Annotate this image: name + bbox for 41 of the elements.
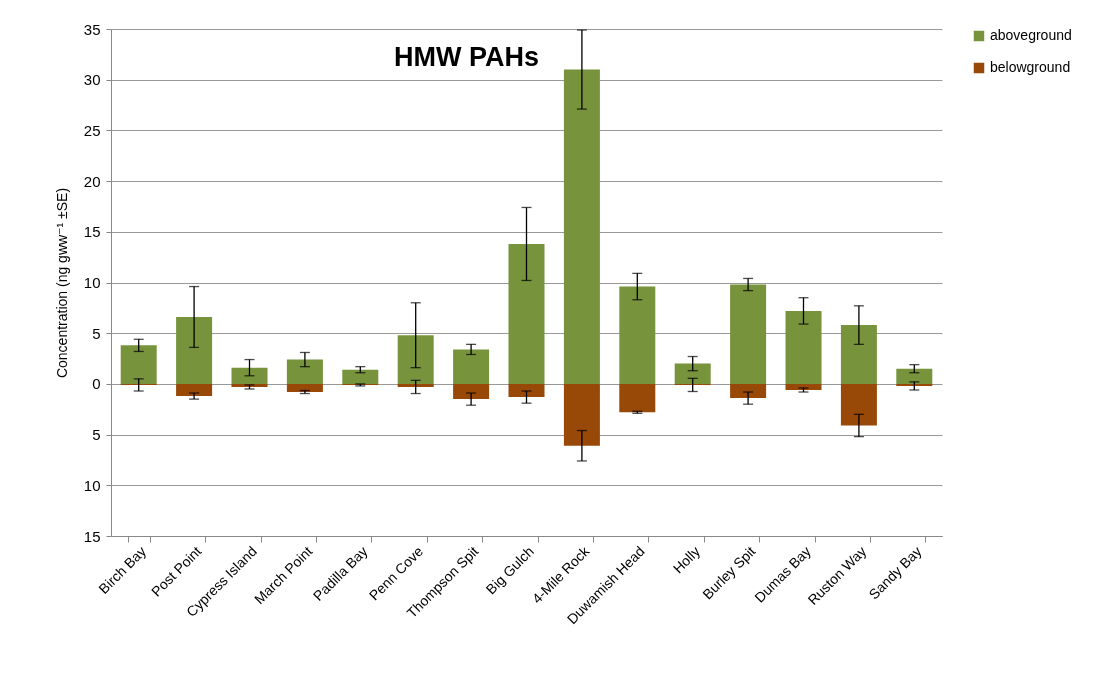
bar	[508, 243, 545, 384]
bar	[896, 383, 933, 386]
text: HMW PAHs	[394, 42, 539, 72]
y-tick-label: 10	[83, 274, 101, 291]
bar	[785, 310, 822, 384]
bar	[896, 368, 933, 384]
bar	[397, 335, 434, 384]
y-tick-label: 0	[92, 375, 101, 393]
bar	[730, 284, 767, 384]
y-axis-title: Concentration (ng gww⁻¹ ±SE)	[53, 187, 70, 379]
bar	[453, 383, 490, 400]
bar	[563, 383, 600, 446]
y-tick-label: 35	[83, 20, 101, 38]
y-tick-label: 30	[83, 71, 101, 89]
y-tick-label: 25	[83, 121, 101, 139]
bar	[342, 369, 379, 384]
y-tick-label: 5	[92, 324, 101, 342]
bar	[453, 349, 490, 384]
bar	[674, 363, 711, 384]
bar	[176, 383, 213, 397]
bar	[176, 316, 213, 384]
bar	[785, 383, 822, 390]
y-tick-label: 15	[83, 223, 101, 241]
bar	[730, 383, 767, 399]
bar	[619, 286, 656, 384]
y-tick-label: 20	[83, 172, 101, 190]
bar	[231, 367, 268, 384]
bar	[508, 383, 545, 398]
bar	[397, 383, 434, 387]
bar	[286, 359, 323, 384]
bar	[619, 383, 656, 413]
bar	[286, 383, 323, 393]
bar	[840, 325, 877, 384]
y-tick-label: 15	[83, 527, 101, 545]
y-tick-label: 10	[83, 476, 101, 494]
bar	[840, 383, 877, 426]
legend-label: belowground	[990, 59, 1071, 75]
bar	[120, 345, 157, 384]
y-tick-label: 5	[92, 426, 101, 444]
legend-label: aboveground	[990, 27, 1072, 43]
bar	[563, 69, 600, 384]
